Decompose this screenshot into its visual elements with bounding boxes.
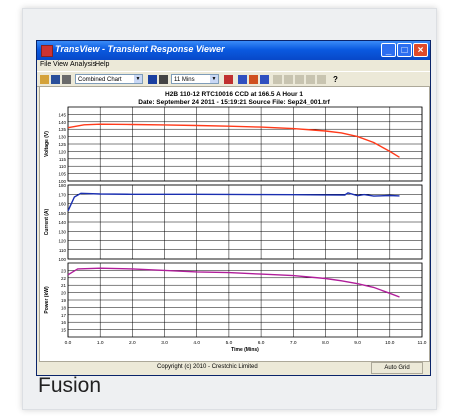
y-tick-label: 23 xyxy=(61,268,67,273)
y-tick-label: 135 xyxy=(58,127,66,132)
app-window: TransView - Transient Response Viewer _ … xyxy=(36,40,431,376)
prev-icon[interactable] xyxy=(284,75,293,84)
auto-grid-indicator: Auto Grid xyxy=(371,362,423,374)
menu-bar: File View Analysis Help xyxy=(37,60,430,71)
chart-icon[interactable] xyxy=(260,75,269,84)
y-tick-label: 125 xyxy=(58,142,66,147)
y-tick-label: 180 xyxy=(58,183,66,188)
title-bar[interactable]: TransView - Transient Response Viewer _ … xyxy=(37,41,430,60)
y-tick-label: 19 xyxy=(61,298,67,303)
menu-help[interactable]: Help xyxy=(95,61,110,68)
y-tick-label: 18 xyxy=(61,305,67,310)
y-tick-label: 170 xyxy=(58,192,66,197)
x-tick-label: 0.0 xyxy=(65,340,72,346)
help-icon[interactable]: ? xyxy=(333,75,338,84)
app-icon xyxy=(41,45,53,57)
y-tick-label: 150 xyxy=(58,211,66,216)
x-tick-label: 4.0 xyxy=(193,340,200,346)
series-line xyxy=(67,267,400,298)
y-tick-label: 105 xyxy=(58,172,66,177)
close-button[interactable]: × xyxy=(413,43,428,57)
y-axis-label: Power (kW) xyxy=(44,286,50,314)
save-icon[interactable] xyxy=(51,75,60,84)
x-tick-label: 9.0 xyxy=(354,340,361,346)
chart-panel: H2B 110-12 RTC10016 CCD at 166.5 A Hour … xyxy=(39,86,430,362)
x-tick-label: 8.0 xyxy=(322,340,329,346)
menu-file[interactable]: File xyxy=(40,61,52,68)
toolbar: Combined Chart ▼ 11 Mins ▼ ? xyxy=(37,71,430,87)
y-tick-label: 120 xyxy=(58,239,66,244)
play-icon[interactable] xyxy=(295,75,304,84)
print-icon[interactable] xyxy=(62,75,71,84)
y-tick-label: 130 xyxy=(58,229,66,234)
x-axis-label: Time (Mins) xyxy=(231,347,259,353)
y-tick-label: 110 xyxy=(59,164,67,169)
series-line xyxy=(67,192,400,212)
minimize-button[interactable]: _ xyxy=(381,43,396,57)
maximize-button[interactable]: □ xyxy=(397,43,412,57)
caption: Fusion xyxy=(38,374,102,397)
y-tick-label: 20 xyxy=(61,291,67,296)
x-tick-label: 2.0 xyxy=(129,340,136,346)
status-bar: Copyright (c) 2010 - Crestchic Limited A… xyxy=(37,361,430,374)
chart-header-line2: Date: September 24 2011 - 15:19:21 Sourc… xyxy=(138,99,330,106)
x-tick-label: 10.0 xyxy=(385,340,395,346)
menu-view[interactable]: View xyxy=(53,61,69,68)
chart-header-line1: H2B 110-12 RTC10016 CCD at 166.5 A Hour … xyxy=(165,91,303,98)
x-tick-label: 3.0 xyxy=(161,340,168,346)
y-tick-label: 115 xyxy=(59,157,67,162)
screenshot-card: TransView - Transient Response Viewer _ … xyxy=(22,8,437,410)
y-tick-label: 16 xyxy=(61,320,67,325)
y-tick-label: 160 xyxy=(58,202,66,207)
marker-icon[interactable] xyxy=(238,75,247,84)
last-icon[interactable] xyxy=(317,75,326,84)
measure-icon[interactable] xyxy=(249,75,258,84)
y-axis-label: Voltage (V) xyxy=(44,131,50,157)
window-title: TransView - Transient Response Viewer xyxy=(55,44,225,54)
chevron-down-icon: ▼ xyxy=(210,75,218,83)
time-select[interactable]: 11 Mins ▼ xyxy=(171,74,219,84)
x-tick-label: 1.0 xyxy=(97,340,104,346)
chevron-down-icon: ▼ xyxy=(134,75,142,83)
y-tick-label: 130 xyxy=(58,135,66,140)
y-tick-label: 140 xyxy=(58,220,66,225)
zoom-icon[interactable] xyxy=(148,75,157,84)
first-icon[interactable] xyxy=(273,75,282,84)
y-axis-label: Current (A) xyxy=(44,208,50,235)
y-tick-label: 17 xyxy=(61,313,67,318)
series-line xyxy=(67,123,400,158)
chart-type-select[interactable]: Combined Chart ▼ xyxy=(75,74,143,84)
x-tick-label: 6.0 xyxy=(258,340,265,346)
open-icon[interactable] xyxy=(40,75,49,84)
combined-chart: H2B 110-12 RTC10016 CCD at 166.5 A Hour … xyxy=(44,91,427,353)
x-tick-label: 7.0 xyxy=(290,340,297,346)
y-tick-label: 21 xyxy=(61,283,67,288)
y-tick-label: 140 xyxy=(58,120,66,125)
y-tick-label: 110 xyxy=(59,248,67,253)
cursor-icon[interactable] xyxy=(224,75,233,84)
next-icon[interactable] xyxy=(306,75,315,84)
y-tick-label: 15 xyxy=(61,328,67,333)
y-tick-label: 120 xyxy=(58,149,66,154)
y-tick-label: 100 xyxy=(58,179,66,184)
x-tick-label: 5.0 xyxy=(226,340,233,346)
y-tick-label: 22 xyxy=(61,276,67,281)
copyright-text: Copyright (c) 2010 - Crestchic Limited xyxy=(157,364,258,370)
menu-analysis[interactable]: Analysis xyxy=(70,61,97,68)
x-tick-label: 11.0 xyxy=(418,340,427,346)
y-tick-label: 145 xyxy=(58,112,66,117)
grid-icon[interactable] xyxy=(159,75,168,84)
y-tick-label: 100 xyxy=(58,257,66,262)
